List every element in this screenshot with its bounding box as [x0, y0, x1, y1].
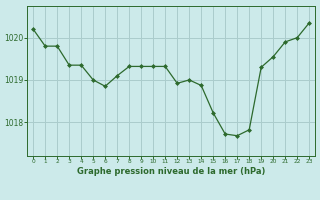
X-axis label: Graphe pression niveau de la mer (hPa): Graphe pression niveau de la mer (hPa) — [77, 167, 265, 176]
